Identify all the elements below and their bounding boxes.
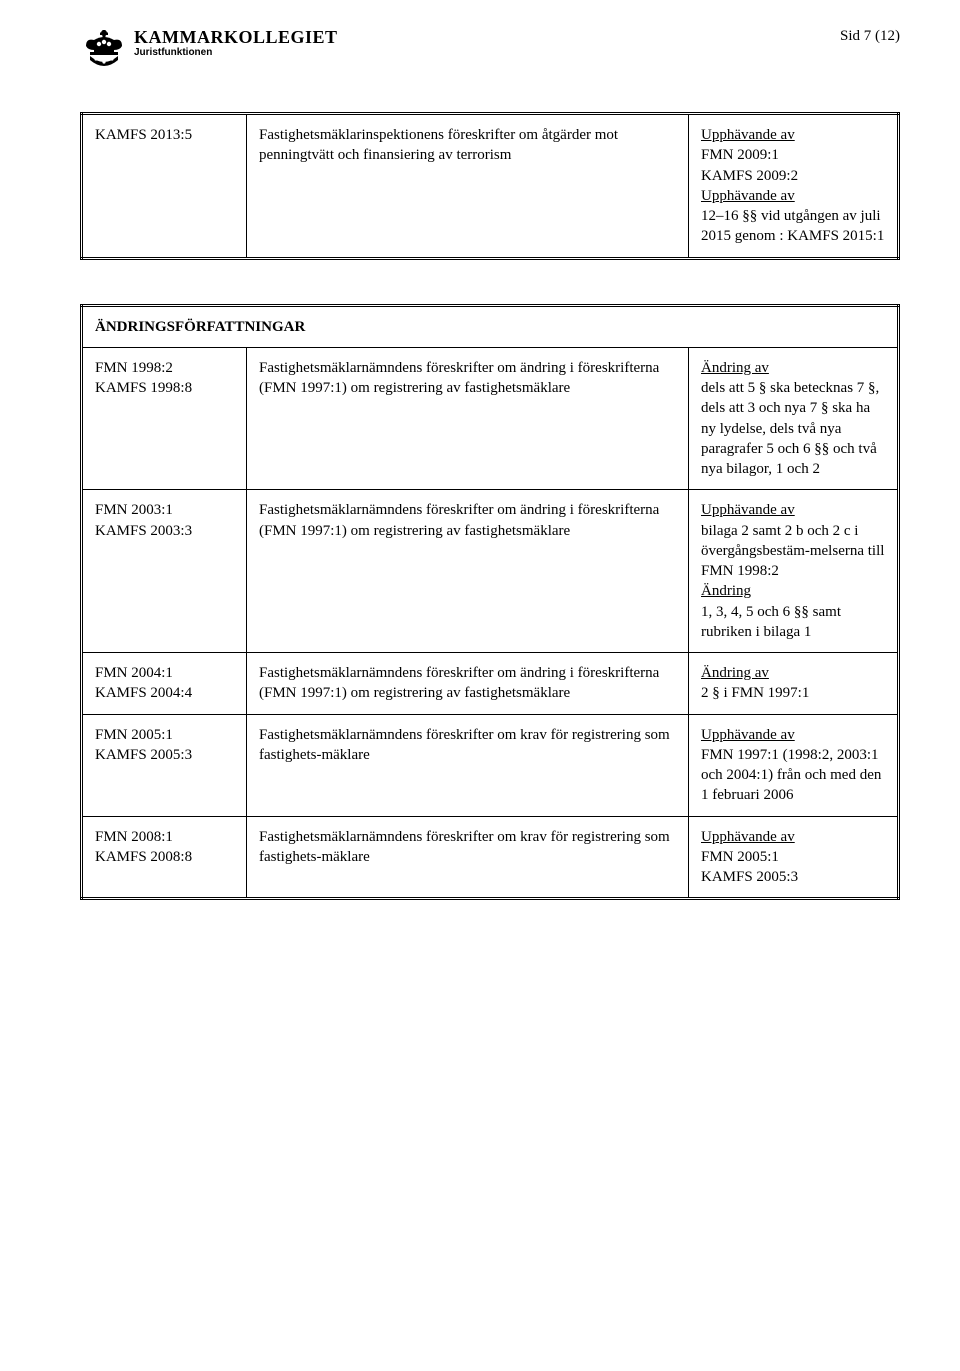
crown-icon [80, 28, 128, 72]
table-row: KAMFS 2013:5 Fastighetsmäklarinspektione… [82, 114, 899, 259]
status-line: KAMFS 2009:2 [701, 168, 798, 184]
page-number: Sid 7 (12) [840, 28, 900, 45]
table-andring: ÄNDRINGSFÖRFATTNINGAR FMN 1998:2 KAMFS 1… [80, 304, 900, 901]
ref-line: KAMFS 2005:3 [95, 747, 192, 763]
ref-line: FMN 2008:1 [95, 829, 173, 845]
cell-status: Upphävande av FMN 2005:1 KAMFS 2005:3 [689, 816, 899, 899]
cell-desc: Fastighetsmäklarnämndens föreskrifter om… [247, 347, 689, 490]
status-line: FMN 2005:1 [701, 849, 779, 865]
ref-line: FMN 1998:2 [95, 360, 173, 376]
table-row: FMN 1998:2 KAMFS 1998:8 Fastighetsmäklar… [82, 347, 899, 490]
cell-ref: FMN 2003:1 KAMFS 2003:3 [82, 490, 247, 653]
ref-line: KAMFS 2004:4 [95, 685, 192, 701]
logo-subtitle: Juristfunktionen [134, 48, 338, 58]
cell-ref: FMN 2005:1 KAMFS 2005:3 [82, 714, 247, 816]
logo-text: KAMMARKOLLEGIET Juristfunktionen [134, 28, 338, 58]
section-header-row: ÄNDRINGSFÖRFATTNINGAR [82, 305, 899, 347]
ref-line: FMN 2003:1 [95, 502, 173, 518]
logo-title: KAMMARKOLLEGIET [134, 28, 338, 46]
section-title: ÄNDRINGSFÖRFATTNINGAR [82, 305, 899, 347]
status-label: Ändring av [701, 665, 769, 681]
cell-desc: Fastighetsmäklarnämndens föreskrifter om… [247, 490, 689, 653]
ref-line: KAMFS 2003:3 [95, 523, 192, 539]
status-label: Upphävande av [701, 127, 795, 143]
table-row: FMN 2008:1 KAMFS 2008:8 Fastighetsmäklar… [82, 816, 899, 899]
status-text: bilaga 2 samt 2 b och 2 c i övergångsbes… [701, 523, 884, 580]
cell-status: Upphävande av bilaga 2 samt 2 b och 2 c … [689, 490, 899, 653]
status-text: FMN 1997:1 (1998:2, 2003:1 och 2004:1) f… [701, 747, 881, 804]
table-upphavande: KAMFS 2013:5 Fastighetsmäklarinspektione… [80, 112, 900, 260]
status-text: 1, 3, 4, 5 och 6 §§ samt rubriken i bila… [701, 604, 841, 640]
ref-line: KAMFS 1998:8 [95, 380, 192, 396]
page: KAMMARKOLLEGIET Juristfunktionen Sid 7 (… [0, 0, 960, 1371]
ref-line: FMN 2004:1 [95, 665, 173, 681]
status-text: dels att 5 § ska betecknas 7 §, dels att… [701, 380, 879, 477]
cell-status: Upphävande av FMN 1997:1 (1998:2, 2003:1… [689, 714, 899, 816]
status-line: 12–16 §§ vid utgången av juli 2015 genom… [701, 208, 884, 244]
cell-desc: Fastighetsmäklarnämndens föreskrifter om… [247, 816, 689, 899]
cell-desc: Fastighetsmäklarinspektionens föreskrift… [247, 114, 689, 259]
ref-line: KAMFS 2008:8 [95, 849, 192, 865]
cell-status: Upphävande av FMN 2009:1 KAMFS 2009:2 Up… [689, 114, 899, 259]
status-text: 2 § i FMN 1997:1 [701, 685, 809, 701]
cell-desc: Fastighetsmäklarnämndens föreskrifter om… [247, 714, 689, 816]
cell-ref: FMN 1998:2 KAMFS 1998:8 [82, 347, 247, 490]
logo-block: KAMMARKOLLEGIET Juristfunktionen [80, 28, 338, 72]
cell-ref: FMN 2004:1 KAMFS 2004:4 [82, 653, 247, 715]
status-label: Upphävande av [701, 727, 795, 743]
cell-desc: Fastighetsmäklarnämndens föreskrifter om… [247, 653, 689, 715]
table-row: FMN 2005:1 KAMFS 2005:3 Fastighetsmäklar… [82, 714, 899, 816]
cell-ref: KAMFS 2013:5 [82, 114, 247, 259]
cell-status: Ändring av dels att 5 § ska betecknas 7 … [689, 347, 899, 490]
status-label: Ändring [701, 583, 751, 599]
status-label: Ändring av [701, 360, 769, 376]
status-label: Upphävande av [701, 829, 795, 845]
table-row: FMN 2004:1 KAMFS 2004:4 Fastighetsmäklar… [82, 653, 899, 715]
ref-line: FMN 2005:1 [95, 727, 173, 743]
cell-ref: FMN 2008:1 KAMFS 2008:8 [82, 816, 247, 899]
status-label: Upphävande av [701, 502, 795, 518]
status-line: FMN 2009:1 [701, 147, 779, 163]
page-header: KAMMARKOLLEGIET Juristfunktionen Sid 7 (… [80, 28, 900, 72]
status-label: Upphävande av [701, 188, 795, 204]
status-line: KAMFS 2005:3 [701, 869, 798, 885]
table-row: FMN 2003:1 KAMFS 2003:3 Fastighetsmäklar… [82, 490, 899, 653]
cell-status: Ändring av 2 § i FMN 1997:1 [689, 653, 899, 715]
